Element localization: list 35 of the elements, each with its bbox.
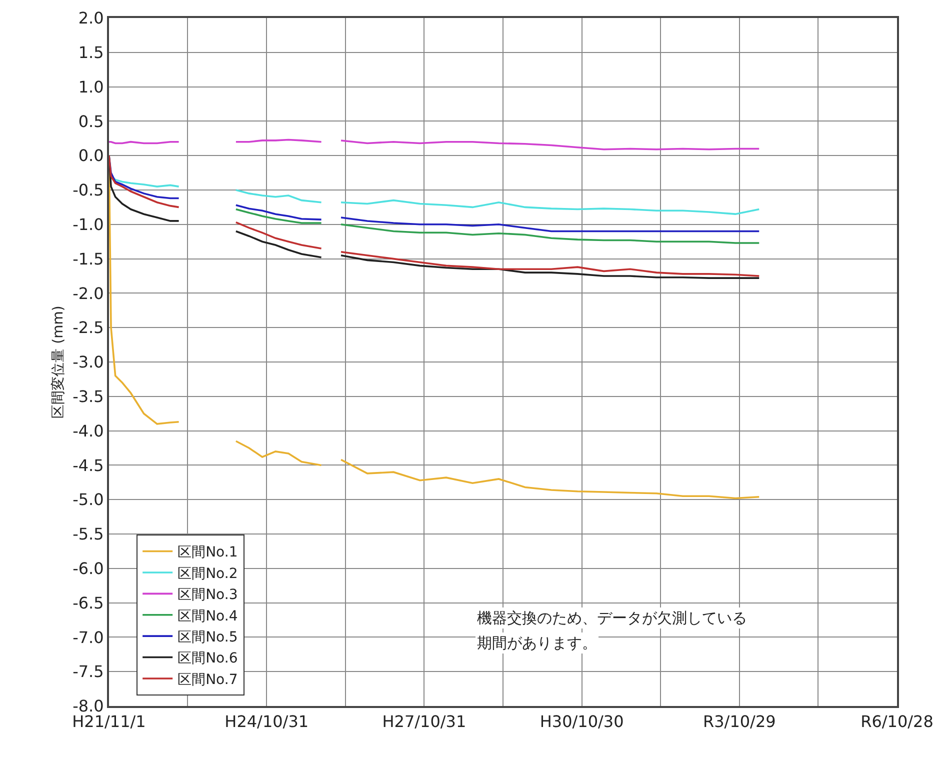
- legend-label: 区間No.6: [178, 650, 238, 667]
- y-tick-label: -4.0: [72, 421, 104, 440]
- y-tick-label: -4.5: [72, 456, 104, 475]
- legend-label: 区間No.3: [178, 587, 238, 604]
- y-tick-label: 1.0: [78, 77, 104, 96]
- y-axis-title: 区間変位量 (mm): [50, 306, 67, 418]
- y-tick-label: -6.0: [72, 559, 104, 578]
- y-tick-label: -2.5: [72, 318, 104, 338]
- annotation: 機器交換のため、データが欠測している: [477, 609, 747, 627]
- y-tick-label: -0.5: [72, 180, 104, 200]
- y-tick-label: -3.0: [72, 352, 104, 372]
- annotation: 期間があります。: [477, 634, 597, 652]
- y-tick-label: -6.5: [72, 593, 104, 612]
- y-tick-label: -1.0: [72, 215, 104, 234]
- y-tick-label: -5.0: [72, 490, 104, 510]
- y-tick-label: 0.0: [78, 146, 104, 166]
- y-tick-label: 0.5: [78, 112, 104, 131]
- legend-label: 区間No.7: [178, 672, 238, 688]
- y-tick-label: -2.0: [72, 284, 104, 303]
- x-tick-label: H24/10/31: [224, 712, 309, 732]
- legend-label: 区間No.5: [178, 630, 238, 646]
- y-tick-label: -3.5: [72, 387, 104, 406]
- x-tick-label: H30/10/30: [540, 712, 624, 732]
- legend-label: 区間No.4: [178, 608, 238, 624]
- x-tick-label: R3/10/29: [703, 712, 776, 732]
- y-tick-label: -7.5: [72, 662, 104, 682]
- x-tick-label: H27/10/31: [382, 712, 466, 732]
- y-tick-label: -1.5: [72, 249, 104, 268]
- y-tick-label: -7.0: [72, 628, 104, 647]
- y-tick-label: -5.5: [72, 524, 104, 544]
- legend-label: 区間No.2: [178, 566, 238, 582]
- y-tick-label: 1.5: [78, 43, 104, 62]
- y-tick-label: 2.0: [78, 8, 104, 28]
- legend-label: 区間No.1: [178, 544, 238, 561]
- x-tick-label: R6/10/28: [860, 712, 934, 732]
